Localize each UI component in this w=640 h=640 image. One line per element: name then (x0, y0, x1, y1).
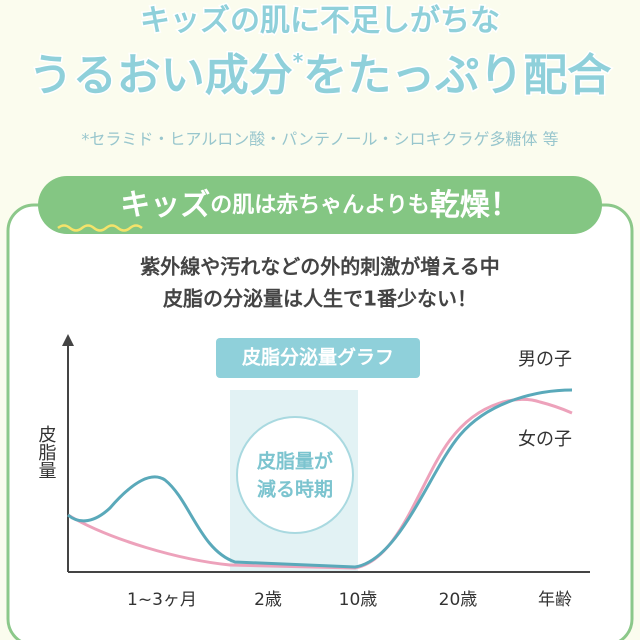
graph-title: 皮脂分泌量グラフ (242, 346, 394, 369)
girl-curve (67, 397, 573, 570)
x-label: 1~3ヶ月 (127, 590, 197, 610)
banner-part: の肌は赤ちゃんよりも (210, 193, 430, 218)
boy-curve (67, 388, 573, 569)
title-line2: うるおい成分*をたっぷり配合 (29, 49, 611, 102)
legend-label: 女の子 (518, 429, 572, 450)
title-main: うるおい成分 (29, 50, 293, 101)
description: 皮脂の分泌量は人生で1番少ない！ (163, 287, 477, 311)
callout-circle (236, 416, 354, 534)
title-line1: キッズの肌に不足しがちな (140, 4, 500, 39)
x-label: 10歳 (339, 590, 378, 610)
graph-title-box (216, 338, 420, 378)
banner (38, 176, 602, 234)
title-mark: * (293, 49, 304, 73)
y-label: 皮脂量 (36, 425, 57, 479)
callout: 皮脂量が (257, 450, 333, 473)
x-label: 20歳 (439, 590, 478, 610)
description: 紫外線や汚れなどの外的刺激が増える中 (140, 255, 499, 279)
y-arrow (62, 334, 74, 346)
wavy-underline (57, 224, 143, 232)
legend-label: 男の子 (518, 349, 572, 370)
note: *セラミド・ヒアルロン酸・パンテノール・シロキクラゲ多糖体 等 (81, 130, 558, 149)
callout: 減る時期 (257, 478, 333, 501)
title-rest: をたっぷり配合 (303, 50, 611, 101)
banner-part: 乾燥！ (430, 188, 520, 223)
x-label: 2歳 (254, 590, 282, 610)
banner-text: キッズの肌は赤ちゃんよりも乾燥！ (120, 188, 520, 223)
banner-part: キッズ (120, 188, 210, 223)
x-label: 年齢 (538, 590, 572, 610)
